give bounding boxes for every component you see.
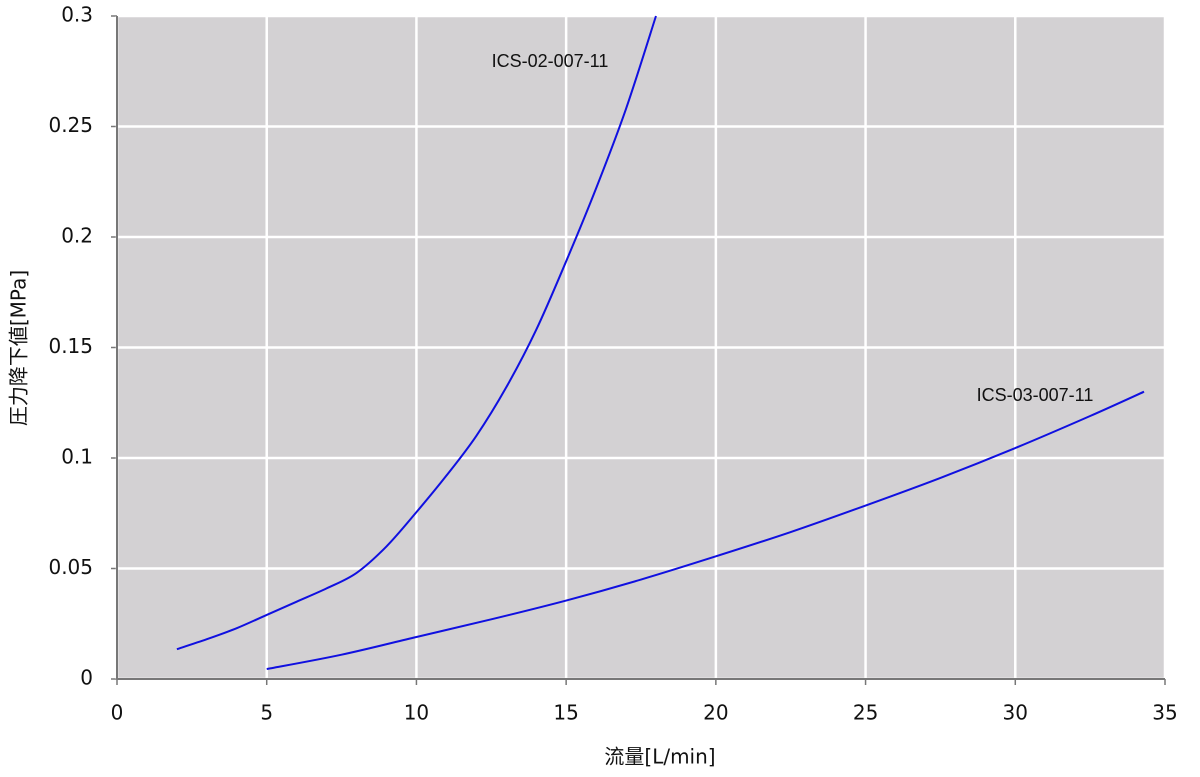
- series-line: [176, 15, 657, 651]
- y-tick-label: 0.1: [61, 445, 93, 469]
- y-axis-title: 圧力降下値[MPa]: [7, 270, 31, 426]
- x-tick-label: 5: [260, 701, 273, 725]
- y-tick-label: 0.3: [61, 3, 93, 27]
- y-tick-label: 0: [80, 666, 93, 690]
- x-tick-label: 30: [1003, 701, 1028, 725]
- series-label: ICS-02-007-11: [492, 51, 609, 71]
- series-label: ICS-03-007-11: [977, 385, 1094, 405]
- y-tick-label: 0.2: [61, 224, 93, 248]
- y-tick-label: 0.05: [48, 555, 93, 579]
- x-tick-label: 10: [404, 701, 429, 725]
- y-tick-label: 0.25: [48, 113, 93, 137]
- x-tick-label: 25: [853, 701, 878, 725]
- x-axis-title: 流量[L/min]: [604, 745, 715, 769]
- x-tick-label: 20: [703, 701, 728, 725]
- x-tick-label: 15: [553, 701, 578, 725]
- y-tick-label: 0.15: [48, 334, 93, 358]
- x-tick-label: 35: [1152, 701, 1177, 725]
- x-tick-label: 0: [111, 701, 124, 725]
- series-line: [266, 390, 1145, 671]
